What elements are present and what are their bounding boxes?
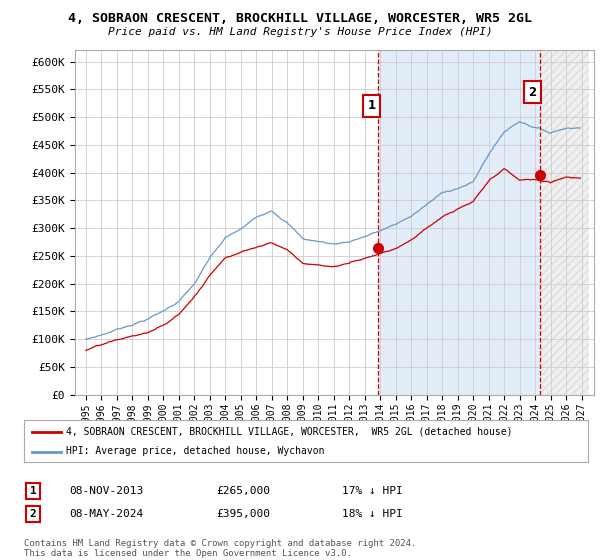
Text: 4, SOBRAON CRESCENT, BROCKHILL VILLAGE, WORCESTER, WR5 2GL: 4, SOBRAON CRESCENT, BROCKHILL VILLAGE, … bbox=[68, 12, 532, 25]
Text: 1: 1 bbox=[29, 486, 37, 496]
Text: £395,000: £395,000 bbox=[216, 509, 270, 519]
Text: 08-NOV-2013: 08-NOV-2013 bbox=[69, 486, 143, 496]
Text: HPI: Average price, detached house, Wychavon: HPI: Average price, detached house, Wych… bbox=[66, 446, 325, 456]
Text: 2: 2 bbox=[529, 86, 536, 99]
Text: Contains HM Land Registry data © Crown copyright and database right 2024.
This d: Contains HM Land Registry data © Crown c… bbox=[24, 539, 416, 558]
Text: 18% ↓ HPI: 18% ↓ HPI bbox=[342, 509, 403, 519]
Text: 1: 1 bbox=[367, 100, 376, 113]
Bar bbox=[540, 50, 589, 395]
Text: £265,000: £265,000 bbox=[216, 486, 270, 496]
Bar bbox=[377, 50, 540, 395]
Text: Price paid vs. HM Land Registry's House Price Index (HPI): Price paid vs. HM Land Registry's House … bbox=[107, 27, 493, 37]
Text: 4, SOBRAON CRESCENT, BROCKHILL VILLAGE, WORCESTER,  WR5 2GL (detached house): 4, SOBRAON CRESCENT, BROCKHILL VILLAGE, … bbox=[66, 427, 513, 437]
Text: 2: 2 bbox=[29, 509, 37, 519]
Text: 08-MAY-2024: 08-MAY-2024 bbox=[69, 509, 143, 519]
Text: 17% ↓ HPI: 17% ↓ HPI bbox=[342, 486, 403, 496]
